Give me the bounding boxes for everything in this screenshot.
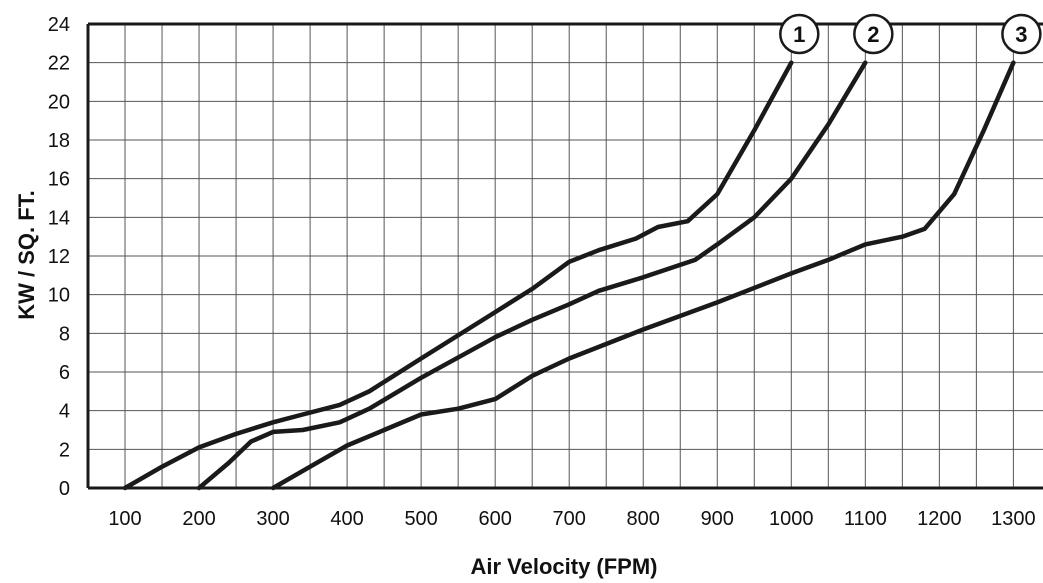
curve-label-circle — [779, 13, 820, 55]
series-line-1 — [122, 60, 794, 491]
x-tick-label: 800 — [627, 508, 660, 530]
y-tick-label: 6 — [59, 362, 70, 384]
x-tick-label: 900 — [701, 508, 734, 530]
y-tick-label: 24 — [48, 14, 70, 36]
x-axis-ticks: 100 200 300 400 500 600 700 800 900 1000 1100 1200 1… — [108, 508, 1035, 530]
y-axis-title: KW / SQ. FT. — [14, 190, 39, 320]
y-tick-label: 22 — [48, 53, 70, 75]
curve-label-3: 3 — [1001, 13, 1042, 55]
x-tick-label: 1300 — [991, 508, 1036, 530]
y-tick-label: 4 — [59, 401, 70, 423]
y-tick-label: 16 — [48, 169, 70, 191]
x-axis-title: Air Velocity (FPM) — [470, 554, 657, 579]
y-tick-label: 12 — [48, 246, 70, 268]
y-tick-label: 10 — [48, 285, 70, 307]
x-tick-label: 700 — [553, 508, 586, 530]
curve-label-text: 3 — [1015, 22, 1027, 47]
series-layer — [122, 60, 1016, 491]
x-tick-label: 1200 — [917, 508, 962, 530]
curve-label-2: 2 — [853, 13, 894, 55]
curve-label-circle — [1001, 13, 1042, 55]
series-line-3 — [270, 60, 1016, 491]
grid — [86, 22, 1043, 490]
x-tick-label: 100 — [108, 508, 141, 530]
x-tick-label: 1000 — [769, 508, 814, 530]
x-tick-label: 600 — [478, 508, 511, 530]
curve-label-text: 2 — [867, 22, 879, 47]
curve-label-1: 1 — [779, 13, 820, 55]
series-line-2 — [196, 60, 868, 491]
x-tick-label: 300 — [256, 508, 289, 530]
y-tick-label: 8 — [59, 323, 70, 345]
x-tick-label: 200 — [182, 508, 215, 530]
y-tick-label: 20 — [48, 91, 70, 113]
y-tick-label: 18 — [48, 130, 70, 152]
y-tick-label: 2 — [59, 439, 70, 461]
x-tick-label: 400 — [330, 508, 363, 530]
curve-labels: 1 2 3 — [779, 13, 1042, 55]
y-tick-label: 14 — [48, 207, 70, 229]
x-tick-label: 1100 — [844, 508, 887, 530]
x-tick-label: 500 — [404, 508, 437, 530]
curve-label-text: 1 — [793, 22, 805, 47]
y-tick-label: 0 — [59, 478, 70, 500]
curve-label-circle — [853, 13, 894, 55]
